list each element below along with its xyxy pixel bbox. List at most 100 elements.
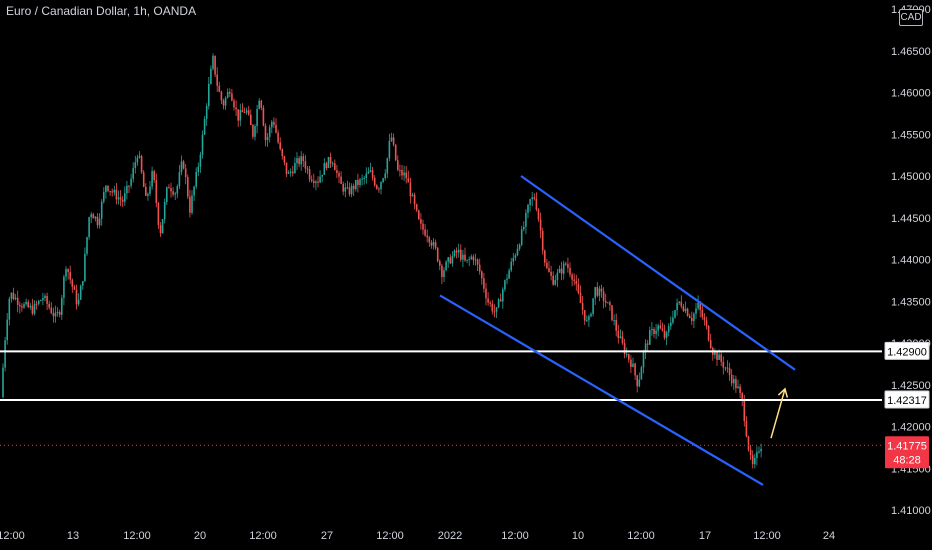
candle [363, 175, 365, 185]
candle [44, 293, 46, 302]
candle-body [397, 160, 399, 170]
candle-body [682, 306, 685, 311]
candle [397, 155, 399, 172]
candle-body [420, 219, 422, 224]
candle [12, 287, 15, 301]
candle [388, 133, 391, 162]
candle-body [37, 300, 40, 304]
candle-body [254, 126, 256, 137]
candle-body [644, 343, 647, 352]
candle [665, 330, 668, 345]
price-axis-tick: 1.44000 [891, 255, 931, 267]
candle-body [109, 191, 111, 193]
candle [109, 190, 111, 196]
candle [674, 310, 676, 319]
candle [113, 185, 116, 196]
candle [88, 216, 90, 240]
current-price-tag [885, 436, 929, 469]
candle [178, 164, 181, 189]
candle [651, 322, 653, 336]
candle-body [163, 201, 166, 220]
candle-body [447, 257, 449, 262]
candle-body [653, 329, 655, 334]
candle-body [88, 217, 90, 238]
candle-body [535, 198, 538, 210]
candle [365, 167, 368, 184]
currency-badge[interactable]: CAD [899, 9, 923, 26]
time-axis[interactable]: 12:00 13 12:00 20 12:00 27 12:00 2022 12:00 10 12:… [0, 530, 835, 542]
candle [145, 183, 147, 197]
candle-body [539, 219, 542, 231]
candle-body [621, 336, 624, 344]
candle [357, 173, 359, 193]
candle-body [481, 271, 483, 279]
candle [35, 300, 38, 310]
candle [449, 254, 452, 265]
candle [334, 159, 336, 171]
candle [403, 165, 405, 181]
candle [56, 307, 59, 317]
candle-body [651, 329, 653, 331]
candle-body [388, 140, 391, 159]
candle [216, 67, 218, 92]
candle [111, 188, 113, 197]
candle-body [12, 292, 15, 300]
candle-body [705, 320, 708, 326]
candle-body [233, 100, 235, 108]
candle-body [46, 295, 48, 304]
candle [684, 301, 687, 314]
candle-body [23, 304, 25, 308]
candle-body [329, 156, 332, 164]
candle [506, 273, 508, 285]
candle [716, 350, 718, 366]
candle-body [550, 271, 552, 276]
candle [749, 444, 752, 460]
candle [371, 166, 374, 181]
candle-body [298, 158, 300, 165]
candle-body [268, 127, 271, 137]
candle [201, 130, 204, 159]
candle-body [728, 368, 731, 375]
candle-body [195, 171, 197, 187]
candle-body [212, 55, 214, 69]
candle [531, 191, 533, 207]
candle [243, 107, 246, 114]
candle-body [552, 275, 554, 285]
candle [264, 123, 267, 147]
candle-body [340, 176, 342, 184]
candle [735, 375, 737, 393]
candle-body [747, 436, 750, 450]
candle-body [600, 288, 603, 292]
candle [567, 257, 569, 273]
symbol-title[interactable]: Euro / Canadian Dollar, 1h, OANDA [6, 4, 197, 18]
candle [588, 314, 590, 327]
candle [691, 311, 693, 325]
candle [48, 300, 50, 310]
candle-body [527, 204, 529, 213]
candle [695, 302, 697, 319]
candle [166, 186, 168, 206]
time-axis-tick: 27 [321, 530, 333, 542]
candle-body [136, 157, 139, 163]
price-axis-tick: 1.45000 [891, 171, 931, 183]
candle [25, 298, 27, 306]
candle [65, 266, 67, 282]
candle [447, 256, 449, 268]
candle-body [8, 298, 11, 320]
candle-body [434, 242, 437, 248]
candle-body [432, 242, 435, 246]
candle [63, 274, 65, 306]
candle-body [573, 279, 575, 282]
candle-body [504, 280, 506, 290]
candle [2, 363, 4, 399]
time-axis-tick: 10 [572, 530, 584, 542]
level-lower-label: 1.42317 [887, 395, 927, 407]
candle-body [315, 181, 317, 184]
candle [10, 292, 13, 303]
candle [21, 303, 23, 312]
candle-body [493, 311, 496, 313]
candle-body [52, 313, 55, 317]
candle-body [646, 343, 649, 345]
candle [260, 99, 263, 111]
